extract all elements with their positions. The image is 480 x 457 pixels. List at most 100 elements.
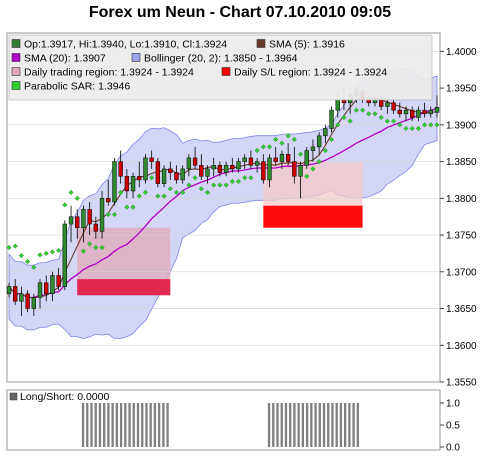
sar-dot: [31, 264, 37, 270]
candle-body: [211, 165, 216, 170]
legend-label-1: SMA (5): 1.3916: [269, 39, 345, 51]
candle: [68, 205, 74, 243]
candle: [310, 139, 316, 162]
candle-body: [6, 286, 12, 295]
candle: [211, 157, 216, 177]
legend-swatch-5: [221, 67, 231, 76]
candle-body: [93, 223, 99, 232]
legend-label-5: Daily S/L region: 1.3924 - 1.3924: [234, 67, 387, 79]
candle-body: [50, 275, 55, 295]
sar-dot: [273, 136, 279, 143]
sar-dot: [87, 241, 93, 247]
sar-dot: [130, 204, 136, 210]
sar-dot: [434, 122, 440, 128]
candle: [31, 293, 36, 316]
sar-dot: [180, 189, 186, 195]
candle: [19, 286, 24, 316]
sar-dot: [353, 107, 359, 113]
candle-body: [44, 282, 49, 295]
sar-dot: [266, 144, 273, 150]
sar-dot: [229, 178, 235, 184]
long-short-bar: [305, 403, 309, 447]
sar-dot: [105, 211, 111, 218]
candle-body: [223, 165, 229, 173]
long-short-bar: [98, 403, 102, 447]
region-3: [263, 205, 363, 228]
candle-body: [254, 161, 260, 166]
candle-body: [68, 216, 74, 225]
long-short-bar: [81, 403, 85, 447]
long-short-bar: [103, 403, 106, 447]
sar-dot: [211, 182, 217, 188]
candle-body: [422, 109, 427, 115]
candle-body: [310, 146, 316, 151]
candle-body: [149, 157, 154, 162]
sar-dot: [415, 125, 421, 132]
sar-dot: [198, 186, 204, 192]
sub-y-tick-label-1: 0.5: [446, 421, 460, 432]
candle-body: [31, 297, 36, 309]
long-short-bar: [314, 403, 317, 447]
legend-swatch-4: [11, 67, 21, 76]
candle-body: [180, 168, 185, 181]
region-1: [77, 279, 171, 296]
candle: [13, 279, 18, 305]
legend-swatch-3: [131, 53, 141, 62]
sar-dot: [173, 189, 180, 195]
long-short-bar: [267, 403, 271, 447]
long-short-bar: [153, 403, 157, 447]
candle: [217, 161, 223, 177]
candle-body: [118, 161, 123, 177]
long-short-bar: [301, 403, 305, 447]
candle-body: [292, 161, 297, 177]
candle: [75, 209, 80, 239]
long-short-bar: [348, 403, 351, 447]
sar-dot: [142, 189, 149, 195]
candle-body: [112, 161, 117, 203]
sar-dot: [62, 202, 68, 208]
sar-dot: [124, 204, 130, 210]
candle: [87, 201, 92, 236]
sar-dot: [403, 125, 409, 132]
long-short-bar: [322, 403, 326, 447]
candle: [323, 124, 328, 144]
candle: [261, 154, 266, 184]
long-short-bar: [149, 403, 152, 447]
long-short-bar: [335, 403, 338, 447]
long-short-panel: [6, 389, 441, 451]
sar-dot: [248, 175, 254, 181]
candle: [186, 154, 192, 177]
sar-dot: [397, 122, 403, 128]
sar-dot: [260, 144, 266, 150]
sar-dot: [279, 140, 285, 146]
candle: [397, 102, 402, 118]
chart-title: Forex um Neun - Chart 07.10.2010 09:05: [88, 4, 392, 21]
sar-dot: [155, 193, 161, 199]
candle-body: [410, 109, 415, 118]
candle-body: [285, 153, 291, 162]
candle-body: [397, 109, 402, 115]
sar-dot: [111, 211, 117, 218]
sar-dot: [204, 189, 211, 195]
sar-dot: [341, 114, 347, 121]
candle: [385, 99, 390, 114]
candle-body: [81, 209, 86, 228]
long-short-bar: [115, 403, 119, 447]
candle-body: [242, 157, 247, 162]
candle-body: [143, 157, 148, 181]
long-short-bar: [94, 403, 97, 447]
long-short-bar: [107, 403, 110, 447]
long-short-bar: [141, 403, 144, 447]
candle-body: [217, 165, 223, 173]
sar-dot: [223, 182, 229, 188]
long-short-label: Long/Short: 0.0000: [20, 391, 109, 403]
candle: [106, 179, 111, 206]
candle: [44, 275, 49, 302]
long-short-bar: [276, 403, 279, 447]
y-tick-label-1: 1.3950: [446, 84, 477, 95]
legend-label-2: SMA (20): 1.3907: [24, 53, 106, 65]
long-short-bar: [128, 403, 131, 447]
long-short-bar: [339, 403, 343, 447]
sar-dot: [366, 111, 372, 117]
